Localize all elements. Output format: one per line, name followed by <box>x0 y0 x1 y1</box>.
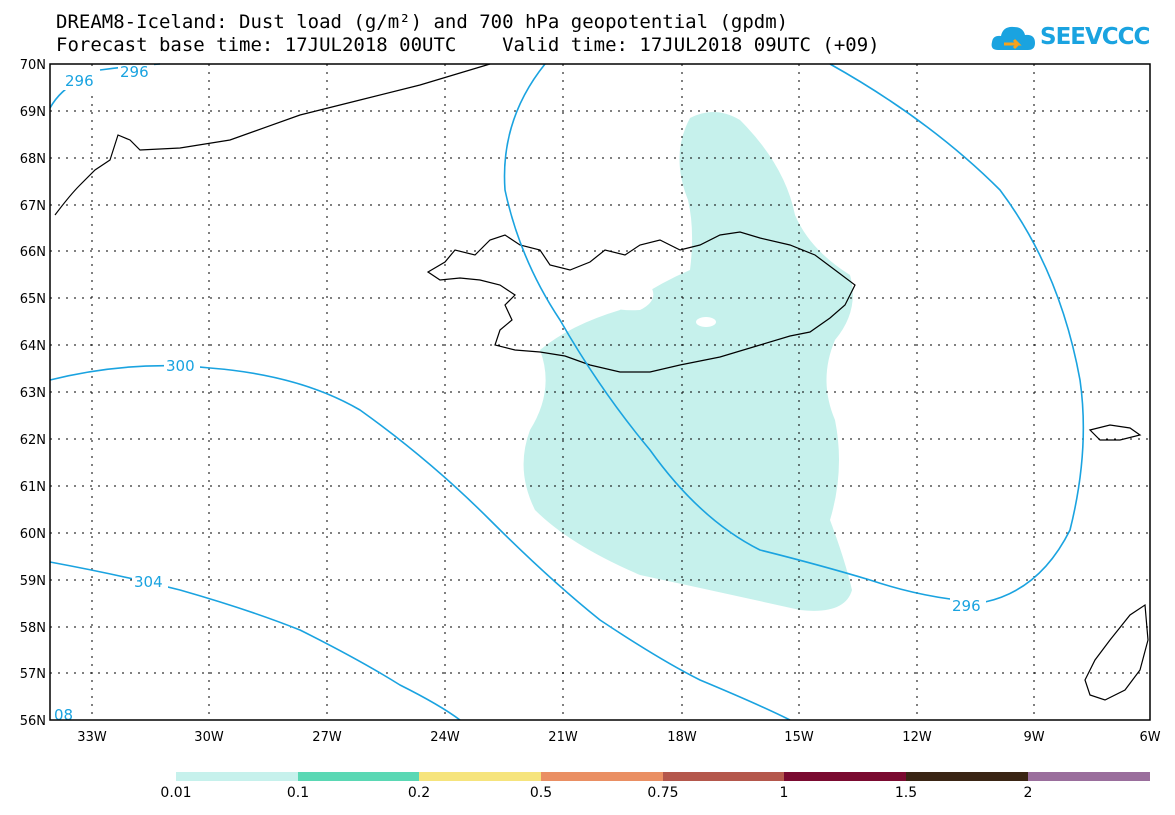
lat-lon-grid <box>50 64 1150 720</box>
svg-text:24W: 24W <box>430 730 460 745</box>
lat-labels: 70N 69N 68N 67N 66N 65N 64N 63N 62N 61N … <box>20 58 46 729</box>
colorbar-label: 1 <box>779 785 789 801</box>
svg-text:12W: 12W <box>902 730 932 745</box>
svg-text:59N: 59N <box>20 574 46 589</box>
svg-text:30W: 30W <box>194 730 224 745</box>
svg-text:15W: 15W <box>784 730 814 745</box>
contour-label: 296 <box>952 597 981 615</box>
colorbar-label: 2 <box>1023 785 1033 801</box>
logo-text: SEEVCCC <box>1040 24 1150 50</box>
coastlines <box>54 63 1149 701</box>
svg-text:58N: 58N <box>20 621 46 636</box>
colorbar-segment <box>906 772 1028 781</box>
colorbar-label: 0.5 <box>529 785 553 801</box>
map-title: DREAM8-Iceland: Dust load (g/m²) and 700… <box>56 11 789 33</box>
svg-text:9W: 9W <box>1023 730 1044 745</box>
svg-text:6W: 6W <box>1139 730 1160 745</box>
colorbar-segment <box>298 772 419 781</box>
svg-text:64N: 64N <box>20 339 46 354</box>
svg-text:56N: 56N <box>20 714 46 729</box>
dust-area <box>523 111 853 611</box>
svg-text:66N: 66N <box>20 245 46 260</box>
colorbar-label: 0.2 <box>407 785 431 801</box>
colorbar-label: 0.1 <box>286 785 310 801</box>
lon-labels: 33W 30W 27W 24W 21W 18W 15W 12W 9W 6W <box>77 730 1160 745</box>
map-subtitle: Forecast base time: 17JUL2018 00UTC Vali… <box>56 34 880 56</box>
seevccc-logo: SEEVCCC <box>990 18 1150 58</box>
colorbar-segment <box>419 772 541 781</box>
svg-text:68N: 68N <box>20 152 46 167</box>
svg-text:33W: 33W <box>77 730 107 745</box>
colorbar-label: 0.75 <box>647 785 679 801</box>
svg-text:62N: 62N <box>20 433 46 448</box>
colorbar-label: 1.5 <box>894 785 918 801</box>
svg-text:61N: 61N <box>20 480 46 495</box>
contour-label: 08 <box>54 706 73 724</box>
svg-text:21W: 21W <box>548 730 578 745</box>
svg-text:63N: 63N <box>20 386 46 401</box>
map-frame <box>49 63 1151 721</box>
contour-label: 296 <box>65 72 94 90</box>
contour-label: 300 <box>166 357 195 375</box>
colorbar-segment <box>1028 772 1150 781</box>
svg-text:57N: 57N <box>20 667 46 682</box>
svg-text:67N: 67N <box>20 199 46 214</box>
colorbar-segment <box>176 772 298 781</box>
contour-label: 296 <box>120 63 149 81</box>
svg-text:70N: 70N <box>20 58 46 73</box>
contour-label: 304 <box>134 573 163 591</box>
svg-text:27W: 27W <box>312 730 342 745</box>
colorbar-label: 0.01 <box>160 785 192 801</box>
colorbar-segment <box>784 772 906 781</box>
colorbar-segment <box>541 772 663 781</box>
svg-text:65N: 65N <box>20 292 46 307</box>
svg-text:60N: 60N <box>20 527 46 542</box>
svg-text:18W: 18W <box>667 730 697 745</box>
colorbar-segment <box>663 772 784 781</box>
svg-text:69N: 69N <box>20 105 46 120</box>
cloud-arrow-icon <box>991 26 1035 50</box>
